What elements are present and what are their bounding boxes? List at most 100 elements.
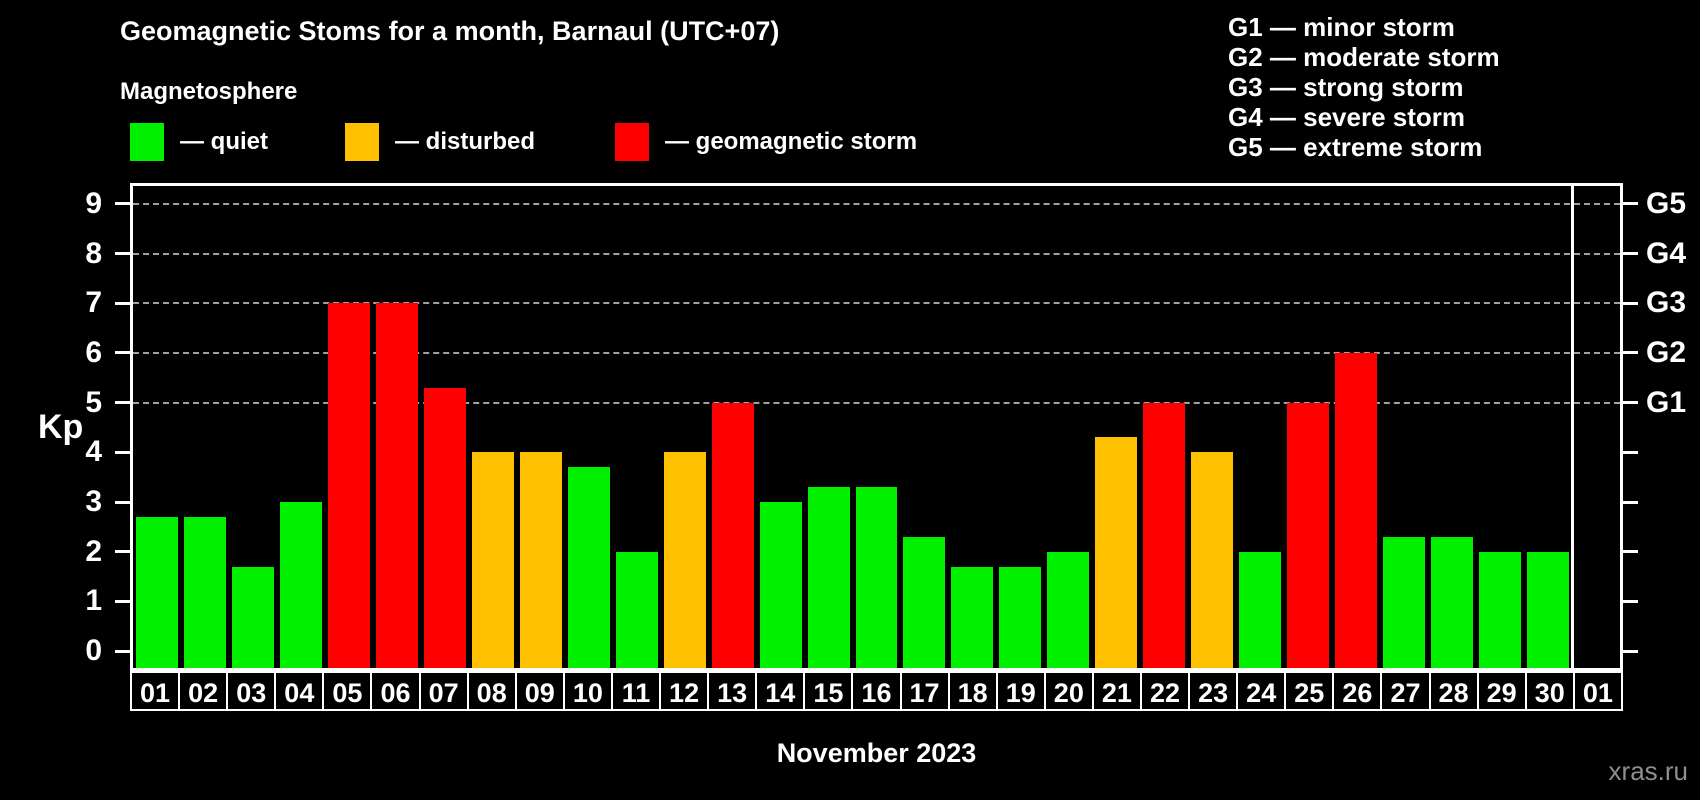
month-separator-line <box>1571 186 1575 668</box>
x-day-label-18: 19 <box>995 671 1046 711</box>
bar-day-27 <box>1383 536 1426 668</box>
x-day-label-1: 02 <box>178 671 229 711</box>
y-tick-label-9: 9 <box>85 186 102 220</box>
bar-day-24 <box>1239 551 1282 668</box>
bar-day-21 <box>1095 437 1138 668</box>
storm-scale-line-4: G4 — severe storm <box>1228 102 1466 132</box>
g-scale-label-G2: G2 <box>1646 335 1687 369</box>
x-day-label-11: 12 <box>659 671 710 711</box>
x-day-label-29: 30 <box>1524 671 1575 711</box>
legend-item-quiet: — quiet <box>130 122 268 162</box>
storm-scale-line-2: G2 — moderate storm <box>1228 42 1500 72</box>
y-tick-right-0 <box>1623 649 1638 653</box>
legend-title: Magnetosphere <box>120 78 298 105</box>
bar-day-23 <box>1191 452 1234 668</box>
y-tick-left-5 <box>115 401 130 405</box>
x-day-label-16: 17 <box>899 671 950 711</box>
storm-scale-legend: G1 — minor storm G2 — moderate storm G3 — … <box>1228 12 1500 162</box>
y-tick-left-8 <box>115 252 130 256</box>
x-day-label-17: 18 <box>947 671 998 711</box>
bar-day-11 <box>615 551 658 668</box>
watermark: xras.ru <box>1608 756 1688 786</box>
bar-day-25 <box>1287 402 1330 668</box>
x-day-label-12: 13 <box>707 671 758 711</box>
x-day-label-30: 01 <box>1572 671 1623 711</box>
y-tick-left-4 <box>115 450 130 454</box>
y-tick-label-7: 7 <box>85 286 102 320</box>
bar-day-29 <box>1479 551 1522 668</box>
legend-item-geomagnetic-storm: — geomagnetic storm <box>615 122 917 162</box>
y-tick-right-4 <box>1623 450 1638 454</box>
y-tick-left-0 <box>115 649 130 653</box>
y-tick-right-2 <box>1623 550 1638 554</box>
g-scale-label-G3: G3 <box>1646 286 1687 320</box>
x-day-label-4: 05 <box>322 671 373 711</box>
y-tick-label-1: 1 <box>85 584 102 618</box>
x-day-label-27: 28 <box>1428 671 1479 711</box>
x-day-label-14: 15 <box>803 671 854 711</box>
bar-day-10 <box>567 467 610 668</box>
bar-day-12 <box>663 452 706 668</box>
bar-day-04 <box>279 502 322 668</box>
x-day-label-2: 03 <box>226 671 277 711</box>
x-day-label-23: 24 <box>1236 671 1287 711</box>
y-tick-right-6 <box>1623 351 1638 355</box>
g-scale-label-G4: G4 <box>1646 236 1687 270</box>
x-day-label-20: 21 <box>1091 671 1142 711</box>
x-day-label-13: 14 <box>755 671 806 711</box>
storm-scale-line-1: G1 — minor storm <box>1228 12 1455 42</box>
y-tick-label-5: 5 <box>85 385 102 419</box>
x-day-label-6: 07 <box>418 671 469 711</box>
y-tick-left-7 <box>115 301 130 305</box>
chart-title: Geomagnetic Stoms for a month, Barnaul (… <box>120 16 780 46</box>
legend-label-geomagnetic-storm: — geomagnetic storm <box>665 128 918 155</box>
storm-scale-line-5: G5 — extreme storm <box>1228 132 1483 162</box>
plot-area <box>130 183 1623 671</box>
x-axis-day-labels: 01 02 03 04 05 06 07 08 09 10 11 12 13 14 15 16 17 18 19 20… <box>130 671 1623 711</box>
x-day-label-3: 04 <box>274 671 325 711</box>
gridline-kp-8 <box>133 252 1620 255</box>
x-day-label-0: 01 <box>130 671 181 711</box>
bar-day-14 <box>759 502 802 668</box>
y-tick-left-2 <box>115 550 130 554</box>
gridline-kp-5 <box>133 401 1620 404</box>
bar-day-20 <box>1047 551 1090 668</box>
g-scale-label-G5: G5 <box>1646 186 1687 220</box>
y-tick-right-9 <box>1623 202 1638 206</box>
y-tick-label-2: 2 <box>85 534 102 568</box>
y-tick-right-8 <box>1623 252 1638 256</box>
y-tick-label-0: 0 <box>85 634 102 668</box>
x-day-label-8: 09 <box>514 671 565 711</box>
bar-day-26 <box>1335 352 1378 668</box>
bar-day-19 <box>999 566 1042 668</box>
y-tick-left-1 <box>115 599 130 603</box>
bar-day-03 <box>231 566 274 668</box>
gridline-kp-9 <box>133 202 1620 205</box>
bar-day-06 <box>375 303 418 668</box>
y-tick-left-6 <box>115 351 130 355</box>
x-day-label-26: 27 <box>1380 671 1431 711</box>
y-tick-right-5 <box>1623 401 1638 405</box>
x-day-label-5: 06 <box>370 671 421 711</box>
bar-day-07 <box>423 387 466 668</box>
gridline-kp-6 <box>133 351 1620 354</box>
x-day-label-9: 10 <box>562 671 613 711</box>
legend-label-quiet: — quiet <box>180 128 268 155</box>
bar-day-30 <box>1527 551 1570 668</box>
y-axis-title: Kp <box>38 408 84 446</box>
x-day-label-22: 23 <box>1188 671 1239 711</box>
legend-swatch-disturbed <box>345 123 379 161</box>
y-tick-label-4: 4 <box>85 435 102 469</box>
y-tick-right-3 <box>1623 500 1638 504</box>
bar-day-22 <box>1143 402 1186 668</box>
legend-swatch-geomagnetic-storm <box>615 123 649 161</box>
bar-day-28 <box>1431 536 1474 668</box>
bar-day-09 <box>519 452 562 668</box>
y-tick-left-9 <box>115 202 130 206</box>
legend-label-disturbed: — disturbed <box>395 128 536 155</box>
bar-day-08 <box>471 452 514 668</box>
y-tick-label-8: 8 <box>85 236 102 270</box>
bar-day-01 <box>136 516 178 668</box>
bar-day-18 <box>951 566 994 668</box>
